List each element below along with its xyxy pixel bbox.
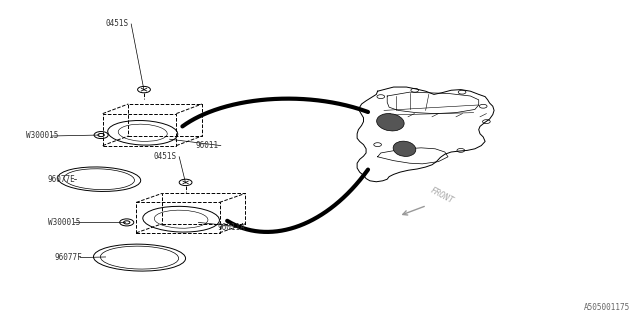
Text: 96077E: 96077E xyxy=(48,175,76,184)
Text: 0451S: 0451S xyxy=(154,152,177,161)
Text: 0451S: 0451S xyxy=(106,20,129,28)
Text: W300015: W300015 xyxy=(26,132,58,140)
Ellipse shape xyxy=(377,114,404,131)
Text: A505001175: A505001175 xyxy=(584,303,630,312)
Text: FRONT: FRONT xyxy=(429,186,455,205)
Text: 96077F: 96077F xyxy=(54,253,82,262)
Text: 96011A: 96011A xyxy=(218,223,245,232)
Text: W300015: W300015 xyxy=(48,218,81,227)
Text: 96011: 96011 xyxy=(195,141,218,150)
Ellipse shape xyxy=(393,141,416,156)
